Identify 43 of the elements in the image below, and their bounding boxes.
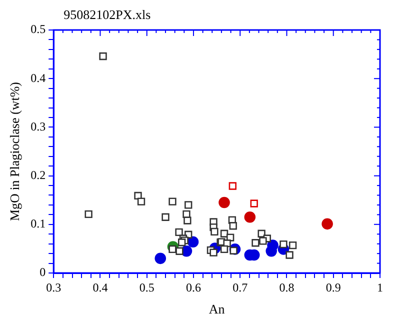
point bbox=[99, 52, 107, 60]
point bbox=[178, 238, 186, 246]
x-tick-label: 1 bbox=[377, 280, 383, 294]
y-tick-label: 0.2 bbox=[30, 168, 46, 182]
point bbox=[210, 248, 218, 256]
point bbox=[244, 211, 256, 223]
point bbox=[259, 237, 267, 245]
y-tick-label: 0.4 bbox=[30, 70, 46, 85]
x-axis-title: An bbox=[208, 302, 226, 317]
point bbox=[229, 222, 237, 230]
point bbox=[168, 198, 176, 206]
point bbox=[286, 251, 294, 259]
point bbox=[187, 236, 199, 248]
point bbox=[210, 228, 218, 236]
y-tick-label: 0.1 bbox=[30, 216, 46, 231]
x-tick-label: 0.5 bbox=[139, 280, 154, 294]
point bbox=[137, 198, 146, 206]
point bbox=[322, 218, 333, 230]
x-tick-label: 0.7 bbox=[232, 280, 248, 294]
point bbox=[252, 239, 260, 247]
point bbox=[280, 240, 288, 248]
y-tick-label: 0 bbox=[40, 265, 46, 280]
point bbox=[162, 213, 170, 221]
point bbox=[184, 201, 192, 209]
y-axis-title: MgO in Plagioclase (wt%) bbox=[7, 82, 22, 222]
point bbox=[220, 245, 228, 254]
point bbox=[175, 228, 183, 236]
point bbox=[154, 252, 166, 264]
point bbox=[84, 210, 92, 218]
x-tick-label: 0.8 bbox=[279, 280, 294, 294]
point bbox=[250, 200, 258, 208]
chart-title: 95082102PX.xls bbox=[64, 6, 151, 22]
x-tick-label: 0.4 bbox=[92, 280, 108, 294]
x-tick-label: 0.9 bbox=[326, 280, 341, 294]
point bbox=[176, 247, 184, 255]
x-tick-label: 0.3 bbox=[46, 280, 62, 294]
x-tick-label: 0.6 bbox=[186, 280, 201, 294]
point bbox=[258, 230, 266, 238]
y-tick-label: 0.5 bbox=[30, 22, 46, 36]
y-tick-label: 0.3 bbox=[30, 119, 46, 134]
point bbox=[228, 182, 236, 190]
point bbox=[218, 196, 230, 208]
point bbox=[288, 241, 297, 250]
